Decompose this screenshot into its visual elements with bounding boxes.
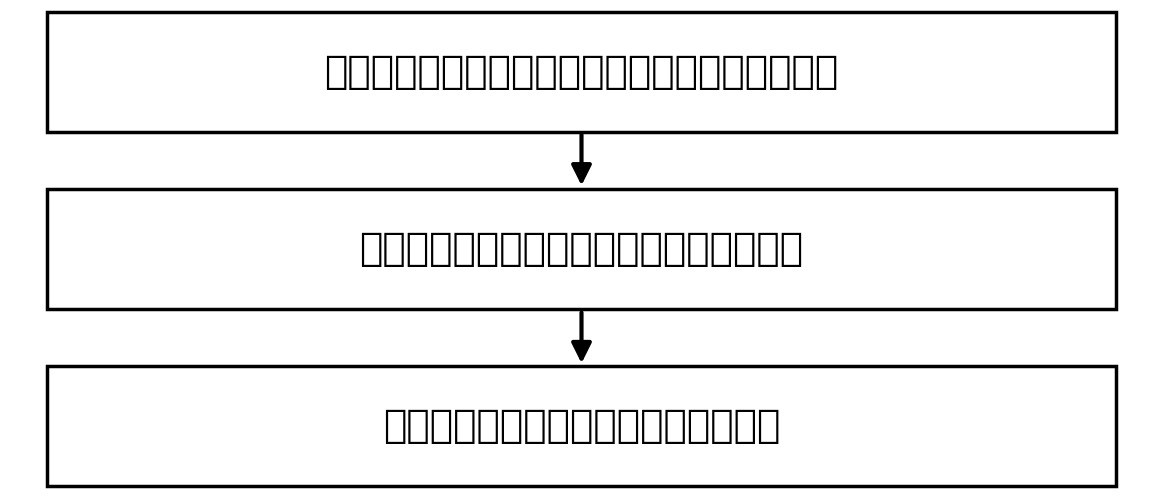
Text: 计算每个可利用频率单元的对应相位差矢量: 计算每个可利用频率单元的对应相位差矢量	[359, 230, 804, 268]
Text: 计算可利用频率单元的阵列距离差矢量: 计算可利用频率单元的阵列距离差矢量	[383, 407, 780, 445]
Bar	[47, 366, 1116, 486]
Bar	[47, 189, 1116, 309]
Bar	[47, 12, 1116, 132]
Text: 构造与可利用频率单元对应的麦克风阵列频域数据: 构造与可利用频率单元对应的麦克风阵列频域数据	[324, 53, 839, 91]
